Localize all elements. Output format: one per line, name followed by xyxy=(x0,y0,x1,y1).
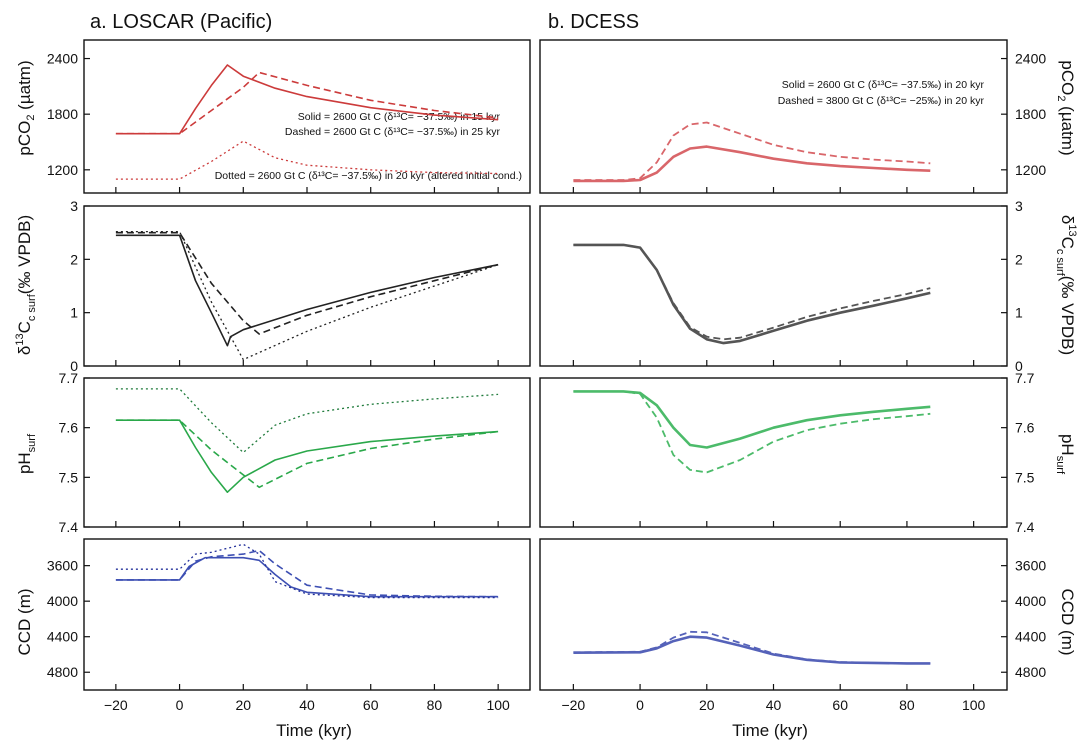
y-tick-label: 0 xyxy=(1015,358,1023,374)
plot-frame xyxy=(83,377,531,528)
y-tick-label: 3600 xyxy=(47,558,78,574)
y-tick-label: 7.5 xyxy=(1015,469,1035,485)
series-solid-line xyxy=(573,390,931,449)
series-dashed-line xyxy=(573,244,931,341)
y-tick-label: 7.7 xyxy=(59,370,79,386)
ylabel-ccd-right: CCD (m) xyxy=(1058,588,1077,655)
y-tick-label: 4400 xyxy=(47,629,78,645)
series-dashed-line xyxy=(573,121,931,181)
y-tick-label: 3600 xyxy=(1015,558,1046,574)
series-solid-line xyxy=(573,145,931,183)
x-tick-label: 80 xyxy=(899,697,915,713)
x-tick-label: 60 xyxy=(832,697,848,713)
plot-layer: 120018002400120018002400012301237.47.57.… xyxy=(47,39,1046,713)
plot-ph-loscar: 7.4 7.5 7.6 7.7 xyxy=(59,370,531,535)
y-tick-label: 4400 xyxy=(1015,629,1046,645)
plot-pco2-dcess: 1200 1800 2400 xyxy=(539,39,1046,194)
y-tick-label: 4000 xyxy=(1015,593,1046,609)
panel-title-loscar: a. LOSCAR (Pacific) xyxy=(90,11,272,33)
series-dashed-line xyxy=(115,231,499,335)
x-tick-label: 40 xyxy=(299,697,315,713)
series-dashed-line xyxy=(115,71,499,135)
annotation-dcess-dashed: Dashed = 3800 Gt C (δ¹³C= −25‰) in 20 ky… xyxy=(778,95,985,107)
y-tick-label: 4000 xyxy=(47,593,78,609)
y-tick-label: 1200 xyxy=(1015,162,1046,178)
annotation-dcess-solid: Solid = 2600 Gt C (δ¹³C= −37.5‰) in 20 k… xyxy=(782,79,985,91)
ylabel-ph-left: pHsurf xyxy=(15,433,38,474)
plot-frame xyxy=(83,538,531,691)
plot-ccd-dcess: 3600 4000 4400 4800 −20 0 20 40 60 80 100 xyxy=(539,538,1046,713)
annotation-loscar-dashed: Dashed = 2600 Gt C (δ¹³C= −37.5‰) in 25 … xyxy=(285,126,501,138)
plot-ph-dcess: 7.4 7.5 7.6 7.7 xyxy=(539,370,1035,535)
series-solid-line xyxy=(115,64,499,135)
x-tick-label: 100 xyxy=(486,697,510,713)
plot-frame xyxy=(539,377,1008,528)
y-tick-label: 1 xyxy=(70,305,78,321)
annotation-loscar-solid: Solid = 2600 Gt C (δ¹³C= −37.5‰) in 15 k… xyxy=(298,111,501,123)
series-dashed-line xyxy=(115,549,499,598)
y-tick-label: 3 xyxy=(70,198,78,214)
x-tick-label: 20 xyxy=(699,697,715,713)
y-tick-label: 4800 xyxy=(1015,664,1046,680)
y-tick-label: 1200 xyxy=(47,162,78,178)
series-dotted-line xyxy=(115,140,499,180)
series-dotted-line xyxy=(115,543,499,599)
y-tick-label: 7.6 xyxy=(1015,420,1035,436)
y-tick-label: 0 xyxy=(70,358,78,374)
series-solid-line xyxy=(573,635,931,665)
y-tick-label: 2400 xyxy=(47,51,78,67)
ylabel-pco2-left: pCO2 (µatm) xyxy=(15,60,37,155)
plot-d13c-loscar: 0 1 2 3 xyxy=(70,198,531,374)
plot-pco2-loscar: 1200 1800 2400 xyxy=(47,39,531,194)
y-tick-label: 7.4 xyxy=(1015,519,1035,535)
series-dotted-line xyxy=(115,230,499,361)
series-dotted-line xyxy=(115,388,499,454)
series-solid-line xyxy=(115,419,499,493)
xlabel-loscar: Time (kyr) xyxy=(276,721,352,740)
series-dashed-line xyxy=(115,419,499,489)
y-tick-label: 2400 xyxy=(1015,51,1046,67)
x-tick-label: 0 xyxy=(176,697,184,713)
x-tick-label: 20 xyxy=(235,697,251,713)
panel-title-dcess: b. DCESS xyxy=(548,11,639,33)
y-tick-label: 3 xyxy=(1015,198,1023,214)
x-tick-label: −20 xyxy=(104,697,128,713)
y-tick-label: 7.5 xyxy=(59,469,79,485)
plot-frame xyxy=(539,39,1008,194)
y-tick-label: 7.7 xyxy=(1015,370,1035,386)
ylabel-d13c-right: δ13Cc surf(‰ VPDB) xyxy=(1054,215,1078,355)
y-tick-label: 1800 xyxy=(1015,106,1046,122)
x-tick-label: 0 xyxy=(636,697,644,713)
series-solid-line xyxy=(573,243,931,345)
series-dashed-line xyxy=(573,630,931,665)
plot-frame xyxy=(539,205,1008,367)
y-tick-label: 1800 xyxy=(47,106,78,122)
plot-frame xyxy=(539,538,1008,691)
annotation-loscar-dotted: Dotted = 2600 Gt C (δ¹³C= −37.5‰) in 20 … xyxy=(215,170,522,182)
series-dashed-line xyxy=(573,390,931,474)
ylabel-ph-right: pHsurf xyxy=(1054,434,1077,475)
plot-d13c-dcess: 0 1 2 3 xyxy=(539,198,1023,374)
ylabel-d13c-left: δ13Cc surf(‰ VPDB) xyxy=(14,215,38,355)
y-tick-label: 7.6 xyxy=(59,420,79,436)
x-tick-label: −20 xyxy=(561,697,585,713)
plot-frame xyxy=(83,205,531,367)
y-tick-label: 1 xyxy=(1015,305,1023,321)
x-tick-label: 60 xyxy=(363,697,379,713)
ylabel-ccd-left: CCD (m) xyxy=(15,588,34,655)
x-tick-label: 40 xyxy=(766,697,782,713)
y-tick-label: 2 xyxy=(70,251,78,267)
ylabel-pco2-right: pCO2 (µatm) xyxy=(1055,60,1077,155)
y-tick-label: 7.4 xyxy=(59,519,79,535)
series-solid-line xyxy=(115,234,499,347)
xlabel-dcess: Time (kyr) xyxy=(732,721,808,740)
series-solid-line xyxy=(115,556,499,598)
y-tick-label: 4800 xyxy=(47,664,78,680)
x-tick-label: 80 xyxy=(427,697,443,713)
plot-ccd-loscar: 3600 4000 4400 4800 −20 0 20 40 60 80 100 xyxy=(47,538,531,713)
x-tick-label: 100 xyxy=(962,697,986,713)
y-tick-label: 2 xyxy=(1015,251,1023,267)
